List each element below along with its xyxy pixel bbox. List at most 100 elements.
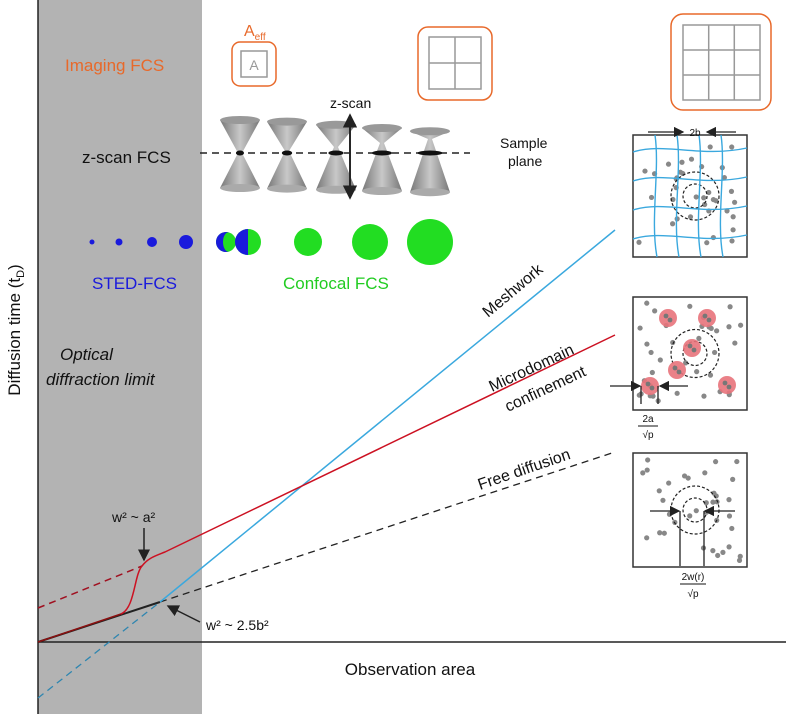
microdomain [659,309,677,327]
zscan-arrow-label: z-scan [330,95,371,111]
molecule-dot [644,341,650,347]
molecule-dot [688,156,695,162]
mesh-size-label: 2b [689,128,701,139]
b2-annotation: w² ~ 2.5b² [205,617,269,633]
molecule-dot [714,328,720,334]
zscan-fcs-label: z-scan FCS [82,148,171,167]
molecule-dot [666,480,672,486]
molecule-dot [729,525,735,532]
molecule-dot [728,188,735,194]
molecule-dot [701,393,707,399]
molecule-dot [732,340,738,346]
molecule-dot [727,304,733,310]
sample-plane-label-1: Sample [500,135,548,151]
molecule-dot [640,470,646,476]
molecule-dot [734,458,740,465]
focal-cone [362,124,402,195]
molecule-dot [721,174,727,181]
meshwork-label: Meshwork [480,261,548,322]
molecule-dot [729,144,735,150]
free-diffusion-label: Free diffusion [476,446,573,494]
molecule-dot [726,497,732,503]
molecule-dot [656,488,662,494]
pixel-box-3x3 [670,13,772,111]
molecule-dot [687,513,693,519]
microdomain [641,377,659,395]
molecule-dot [687,303,693,309]
molecule-dot [730,476,736,482]
molecule-dot [702,470,708,476]
molecule-dot [726,324,732,330]
molecule-dot [738,322,744,328]
molecule-dot [715,552,721,559]
molecule-dot [704,240,710,246]
molecule-dot [649,369,655,376]
limit-label-1: Optical [60,345,114,364]
molecule-dot [736,557,743,564]
spot-size-numerator: 2w(r) [682,572,705,583]
confocal-fcs-label: Confocal FCS [283,274,389,293]
focal-cone [316,120,356,194]
molecule-dot [665,161,672,167]
molecule-dot [730,214,736,220]
microdomain [683,339,701,357]
molecule-dot [713,198,719,204]
molecule-dot [729,238,735,244]
molecule-dot [642,168,648,174]
molecule-dot [726,513,733,519]
molecule-dot [657,357,663,363]
molecule-dot [645,457,651,463]
y-axis-label: Diffusion time (tD) [5,264,27,395]
limit-label-2: diffraction limit [46,370,156,389]
aeff-label: Aeff [244,23,266,43]
molecule-dot [726,544,732,550]
molecule-dot [707,372,714,378]
molecule-dot [696,335,702,342]
molecule-dot [644,300,650,306]
observation-spots [89,219,453,265]
molecule-dot [670,339,676,346]
molecule-dot [648,349,654,356]
molecule-dot [711,349,718,356]
molecule-dot [674,390,680,396]
diffraction-limit-band [38,0,202,714]
focal-cone [220,116,260,192]
molecule-dot [661,530,667,536]
molecule-dot [694,369,700,375]
molecule-dot [669,221,676,227]
microdomain [718,376,736,394]
molecule-dot [693,508,699,514]
molecule-dot [657,530,663,536]
molecule-dot [712,459,719,465]
b2-arrow [166,605,201,623]
microdomain-line [37,334,616,643]
molecule-dot [644,535,650,541]
molecule-dot [648,194,655,201]
molecule-dot [677,169,683,175]
molecule-dot [710,234,716,241]
microdomain [698,309,716,327]
molecule-dot [707,144,713,150]
molecule-dot [637,325,643,331]
molecule-dot [710,548,716,554]
molecule-dot [636,239,642,245]
molecule-dot [652,308,658,314]
microdomain-schematic [632,296,748,411]
spot-size-denominator: √p [687,588,698,600]
focal-cone [410,127,450,197]
molecule-dot [660,497,666,503]
meshwork-line [37,229,616,699]
x-axis-label: Observation area [345,660,476,679]
molecule-dot [644,467,650,473]
molecule-dot [683,360,689,366]
molecule-dot [737,553,743,559]
free-diffusion-schematic [632,452,748,568]
molecule-dot [681,473,688,479]
molecule-dot [720,549,726,555]
pixel-box-2x2 [417,26,493,101]
focal-cone [267,117,307,193]
microdomain [668,361,686,379]
domain-size-numerator: 2a [642,414,654,425]
molecule-dot [710,499,716,505]
